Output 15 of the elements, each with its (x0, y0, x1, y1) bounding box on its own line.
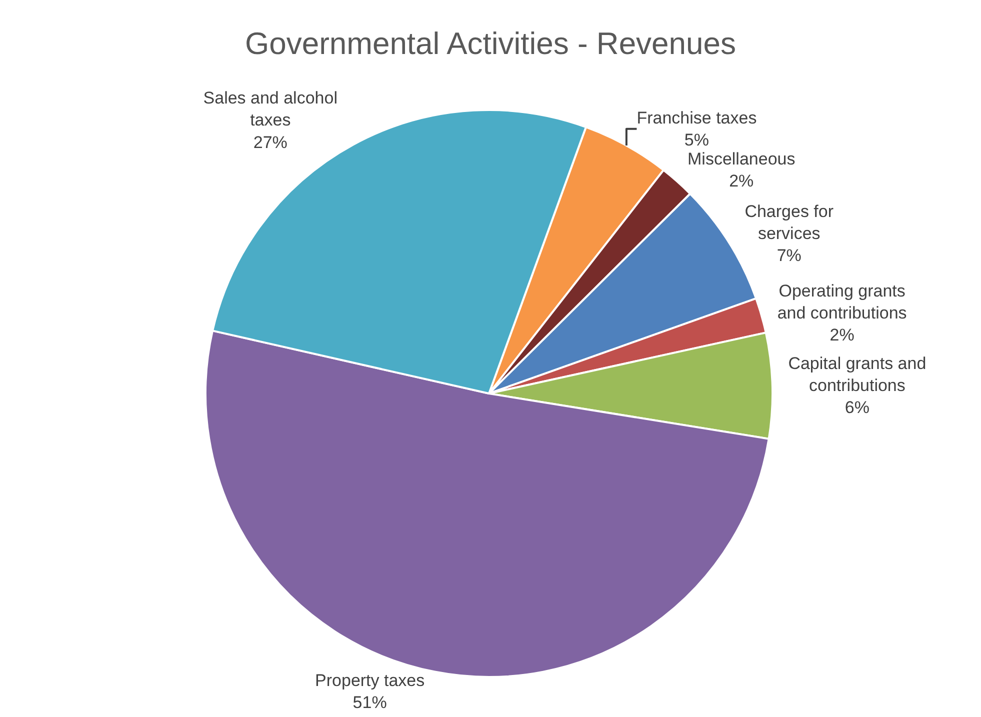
slice-label: Charges for services (744, 202, 834, 243)
data-label: 2% (830, 326, 854, 345)
slice-label: Capital grants and contributions (788, 354, 926, 396)
chart-title: Governmental Activities - Revenues (244, 26, 736, 61)
slice-label: Franchise taxes (636, 108, 757, 128)
data-label: 7% (776, 246, 802, 266)
data-label: 2% (729, 172, 754, 191)
slice-label: Property taxes (315, 671, 425, 690)
data-label: 5% (684, 130, 710, 150)
data-label: 6% (844, 398, 870, 418)
slice-label: Sales and alcohol taxes (203, 88, 338, 130)
slice-label: Miscellaneous (688, 149, 796, 168)
data-label: 51% (352, 693, 387, 712)
slice-label: Operating grants and contributions (777, 281, 907, 322)
data-label: 27% (253, 132, 288, 152)
